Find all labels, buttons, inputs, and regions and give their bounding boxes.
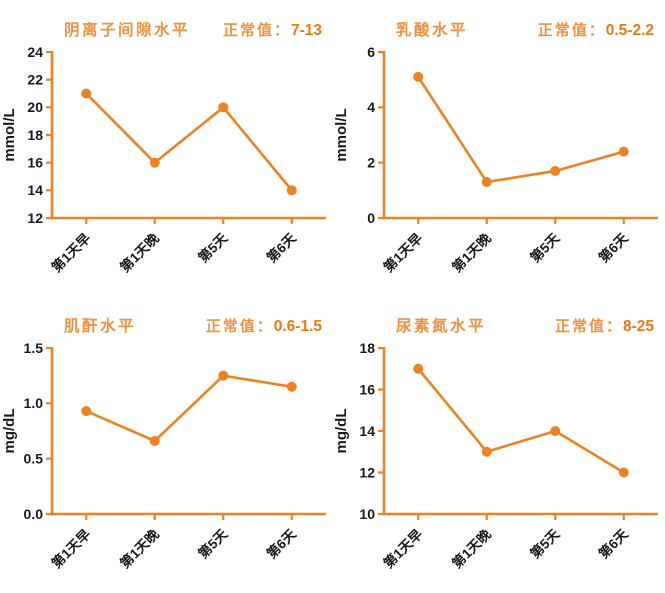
chart-header: 乳酸水平 正常值：0.5-2.2: [332, 10, 664, 40]
y-tick-label: 16: [27, 154, 43, 170]
normal-range-value: 7-13: [290, 22, 322, 39]
chart-title: 尿素氮水平: [396, 318, 487, 335]
line-chart-anion-gap: 12 14 16 18 20 22 24 第1天早 第1天晚 第5天 第6天 mmol/L: [1, 44, 326, 275]
chart-header: 肌酐水平 正常值：0.6-1.5: [0, 306, 332, 336]
y-axis-unit-label: mg/dL: [333, 409, 350, 454]
normal-range: 正常值：8-25: [555, 315, 654, 336]
y-tick-label: 20: [27, 99, 43, 115]
data-line: [84, 374, 294, 443]
data-point: [81, 88, 92, 99]
data-point: [550, 426, 561, 436]
y-tick-label: 12: [359, 464, 375, 480]
data-point: [81, 406, 92, 417]
data-point: [218, 102, 229, 113]
data-point: [286, 185, 297, 196]
data-line: [84, 92, 294, 192]
y-tick-label: 0: [367, 210, 375, 226]
x-category-label: 第1天晚: [117, 229, 163, 275]
x-category-label: 第5天: [527, 525, 563, 561]
y-tick-label: 1.0: [24, 395, 44, 411]
chart-title: 阴离子间隙水平: [64, 22, 191, 39]
y-tick-label: 14: [359, 423, 375, 439]
normal-range: 正常值：0.6-1.5: [206, 315, 322, 336]
normal-range-value: 0.5-2.2: [605, 22, 654, 39]
y-tick-label: 12: [27, 210, 43, 226]
y-tick-label: 14: [27, 182, 43, 198]
data-point: [149, 435, 160, 446]
x-category-label: 第6天: [595, 229, 631, 265]
y-tick-label: 2: [367, 154, 375, 170]
x-category-label: 第6天: [263, 229, 299, 265]
normal-range-value: 0.6-1.5: [273, 318, 322, 335]
y-tick-label: 0.5: [24, 450, 44, 466]
line-chart-creatinine: 0.0 0.5 1.0 1.5 第1天早 第1天晚 第5天 第6天 mg/dL: [1, 340, 326, 571]
normal-range-value: 8-25: [622, 318, 654, 335]
x-category-label: 第1天早: [380, 525, 426, 571]
y-tick-label: 18: [27, 127, 43, 143]
normal-range-label: 正常值：: [554, 318, 623, 335]
data-point: [149, 157, 160, 168]
line-chart-lactate: 0 2 4 6 第1天早 第1天晚 第5天 第6天 mmol/L: [333, 44, 658, 275]
data-point: [413, 363, 424, 374]
y-tick-label: 6: [367, 44, 375, 60]
chart-panel-bun: 尿素氮水平 正常值：8-25 10 12 14 16 18 第1天早 第1天晚 第5天 第6天 m…: [332, 306, 664, 592]
data-point: [481, 177, 492, 188]
normal-range-label: 正常值：: [537, 22, 606, 39]
x-category-label: 第1天晚: [449, 525, 495, 571]
normal-range-label: 正常值：: [222, 22, 291, 39]
data-point: [481, 446, 492, 457]
x-category-label: 第1天晚: [117, 525, 163, 571]
chart-header: 尿素氮水平 正常值：8-25: [332, 306, 664, 336]
data-point: [618, 467, 629, 478]
y-tick-label: 22: [27, 71, 43, 87]
chart-panel-creatinine: 肌酐水平 正常值：0.6-1.5 0.0 0.5 1.0 1.5 第1天早 第1天晚 第5天…: [0, 306, 332, 592]
chart-panel-lactate: 乳酸水平 正常值：0.5-2.2 0 2 4 6 第1天早 第1天晚 第5天 第6天 mmol/…: [332, 10, 664, 296]
y-tick-label: 4: [367, 99, 375, 115]
x-category-label: 第5天: [195, 229, 231, 265]
y-axis-unit-label: mmol/L: [1, 108, 18, 161]
y-tick-label: 18: [359, 340, 375, 356]
data-line: [416, 367, 626, 474]
chart-header: 阴离子间隙水平 正常值：7-13: [0, 10, 332, 40]
y-axis-unit-label: mg/dL: [1, 409, 18, 454]
y-tick-label: 1.5: [24, 340, 44, 356]
data-point: [618, 146, 629, 157]
y-tick-label: 16: [359, 381, 375, 397]
data-point: [413, 71, 424, 82]
x-category-label: 第1天早: [48, 229, 94, 275]
y-axis-unit-label: mmol/L: [333, 108, 350, 161]
x-category-label: 第1天早: [380, 229, 426, 275]
data-point: [550, 165, 561, 176]
x-category-label: 第5天: [195, 525, 231, 561]
line-chart-bun: 10 12 14 16 18 第1天早 第1天晚 第5天 第6天 mg/dL: [333, 340, 658, 571]
chart-title: 乳酸水平: [396, 22, 469, 39]
normal-range: 正常值：0.5-2.2: [538, 19, 654, 40]
y-tick-label: 24: [27, 44, 43, 60]
x-category-label: 第1天晚: [449, 229, 495, 275]
y-tick-label: 0.0: [24, 506, 44, 522]
data-line: [416, 75, 626, 184]
data-point: [286, 381, 297, 392]
normal-range: 正常值：7-13: [223, 19, 322, 40]
x-category-label: 第6天: [595, 525, 631, 561]
x-category-label: 第5天: [527, 229, 563, 265]
normal-range-label: 正常值：: [205, 318, 274, 335]
x-category-label: 第1天早: [48, 525, 94, 571]
chart-title: 肌酐水平: [64, 318, 137, 335]
y-tick-label: 10: [359, 506, 375, 522]
chart-panel-anion-gap: 阴离子间隙水平 正常值：7-13 12 14 16 18 20 22 24 第1天早 第1天晚第…: [0, 10, 332, 296]
data-point: [218, 370, 229, 381]
x-category-label: 第6天: [263, 525, 299, 561]
